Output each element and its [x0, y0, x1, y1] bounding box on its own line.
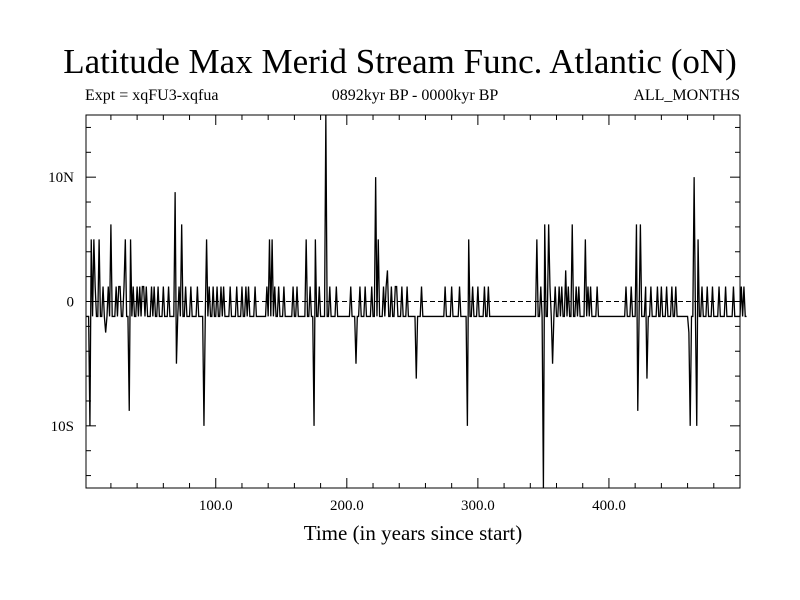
tick-labels: 100.0 200.0 300.0 400.0 10S 0 10N: [48, 170, 626, 514]
y-tick-label: 10S: [51, 419, 74, 435]
plot-frame: [85, 114, 741, 489]
x-tick-label: 200.0: [330, 498, 364, 514]
x-tick-label: 300.0: [461, 498, 495, 514]
time-range-label: 0892kyr BP - 0000kyr BP: [331, 87, 499, 104]
x-axis-label: Time (in years since start): [304, 521, 523, 545]
months-label: ALL_MONTHS: [633, 87, 740, 104]
y-tick-label: 10N: [48, 170, 74, 186]
x-tick-label: 400.0: [592, 498, 626, 514]
series-group: [86, 114, 747, 489]
series-line: [86, 114, 747, 489]
x-tick-label: 100.0: [199, 498, 233, 514]
y-tick-label: 0: [67, 295, 75, 311]
minor-ticks: [86, 115, 740, 488]
chart-title: Latitude Max Merid Stream Func. Atlantic…: [63, 42, 737, 81]
experiment-label: Expt = xqFU3-xqfua: [85, 87, 219, 104]
